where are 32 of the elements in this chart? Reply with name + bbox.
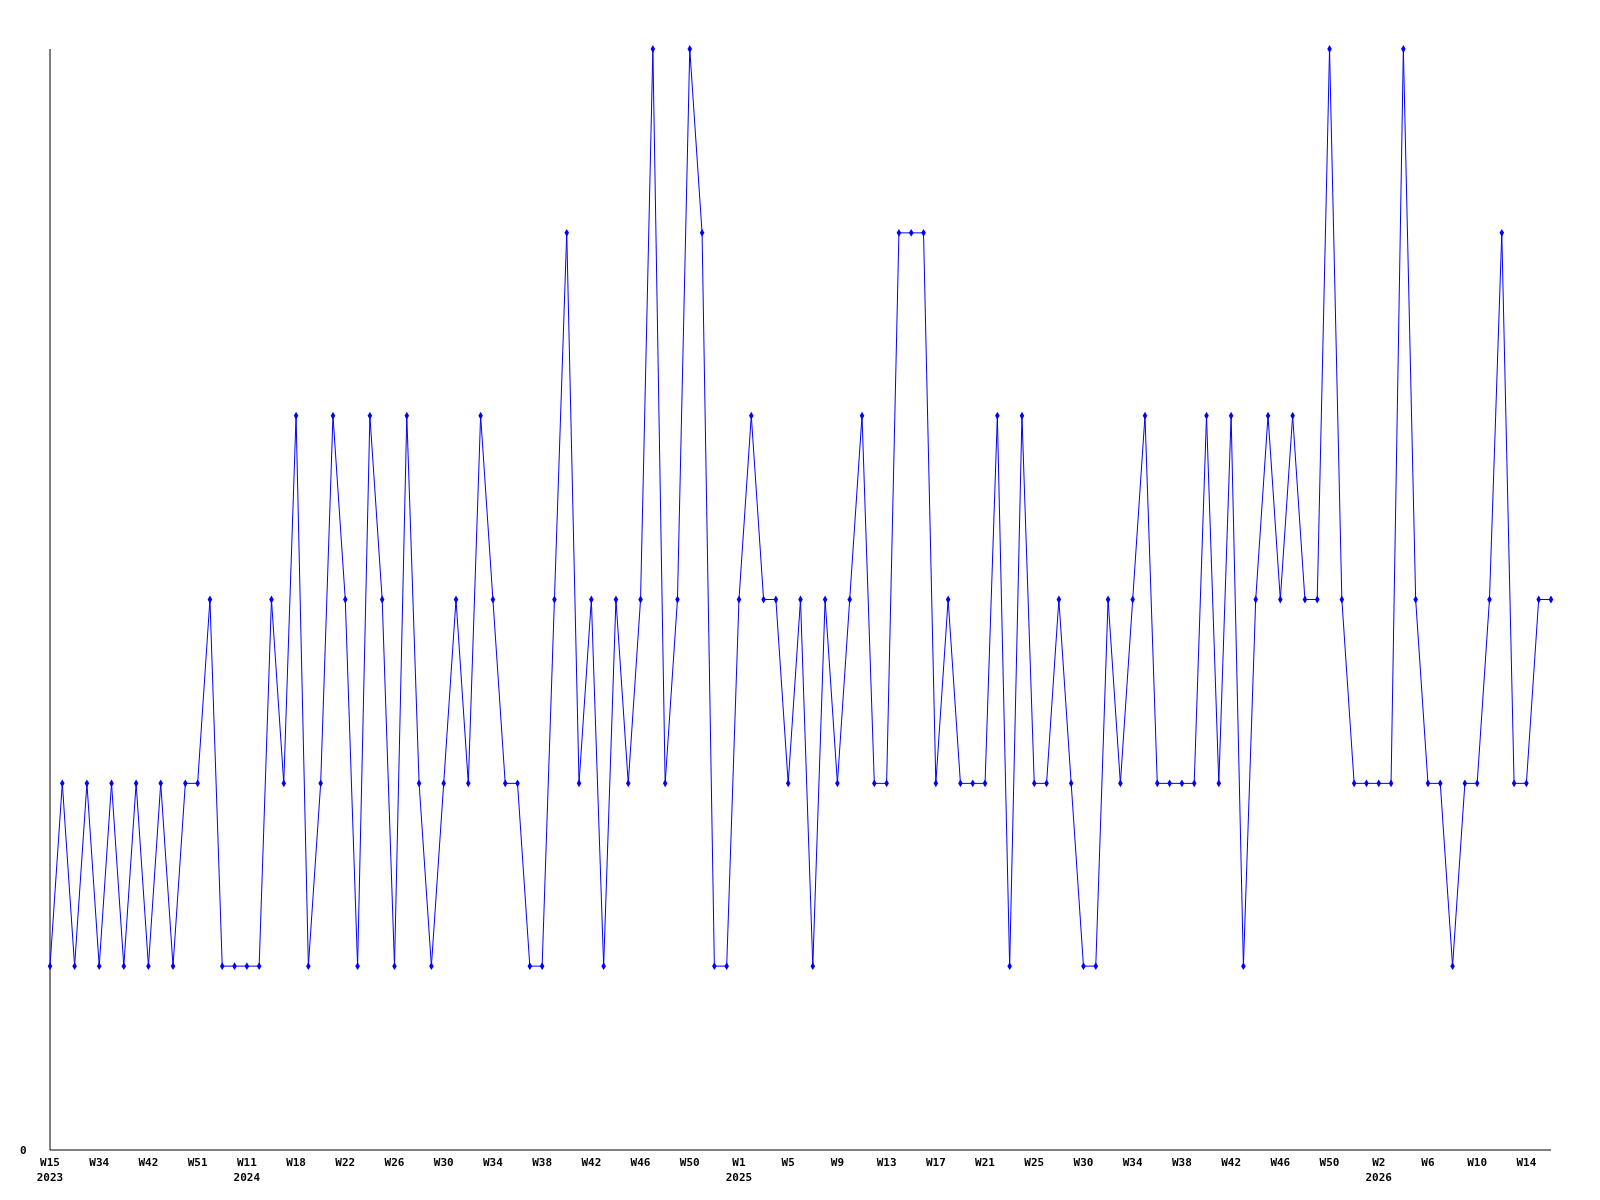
x-tick-label: W22 (335, 1156, 356, 1169)
x-tick-label: W25 (1024, 1156, 1045, 1169)
x-tick-label: W1 2025 (725, 1156, 753, 1184)
x-tick-label: W14 (1516, 1156, 1537, 1169)
x-tick-label: W5 (781, 1156, 795, 1169)
x-tick-label: W38 (1171, 1156, 1192, 1169)
x-tick-label: W2 2026 (1365, 1156, 1393, 1184)
x-tick-label: W50 (679, 1156, 700, 1169)
x-tick-label: W38 (532, 1156, 553, 1169)
x-tick-label: W30 (433, 1156, 454, 1169)
x-tick-label: W10 (1467, 1156, 1488, 1169)
x-tick-label: W13 (876, 1156, 897, 1169)
x-tick-label: W18 (286, 1156, 306, 1169)
x-tick-label: W42 (138, 1156, 159, 1169)
x-tick-label: W34 (482, 1156, 504, 1169)
text: 0 (20, 1144, 27, 1157)
x-tick-label: W42 (581, 1156, 602, 1169)
x-tick-label: W26 (384, 1156, 405, 1169)
x-tick-label: W34 (89, 1156, 110, 1169)
x-tick-label: W6 (1421, 1156, 1435, 1169)
x-tick-label: W46 (1270, 1156, 1291, 1169)
x-tick-label: W11 2024 (233, 1156, 261, 1184)
x-tick-label: W30 (1073, 1156, 1094, 1169)
x-tick-label: W15 2023 (36, 1156, 64, 1184)
x-tick-label: W9 (830, 1156, 845, 1169)
x-tick-label: W34 (1122, 1156, 1143, 1169)
x-tick-label: W51 (187, 1156, 208, 1169)
x-tick-label: W21 (975, 1156, 996, 1169)
x-tick-label: W42 (1221, 1156, 1242, 1169)
x-tick-label: W46 (630, 1156, 651, 1169)
x-tick-label: W50 (1319, 1156, 1340, 1169)
x-tick-label: W17 (925, 1156, 946, 1169)
